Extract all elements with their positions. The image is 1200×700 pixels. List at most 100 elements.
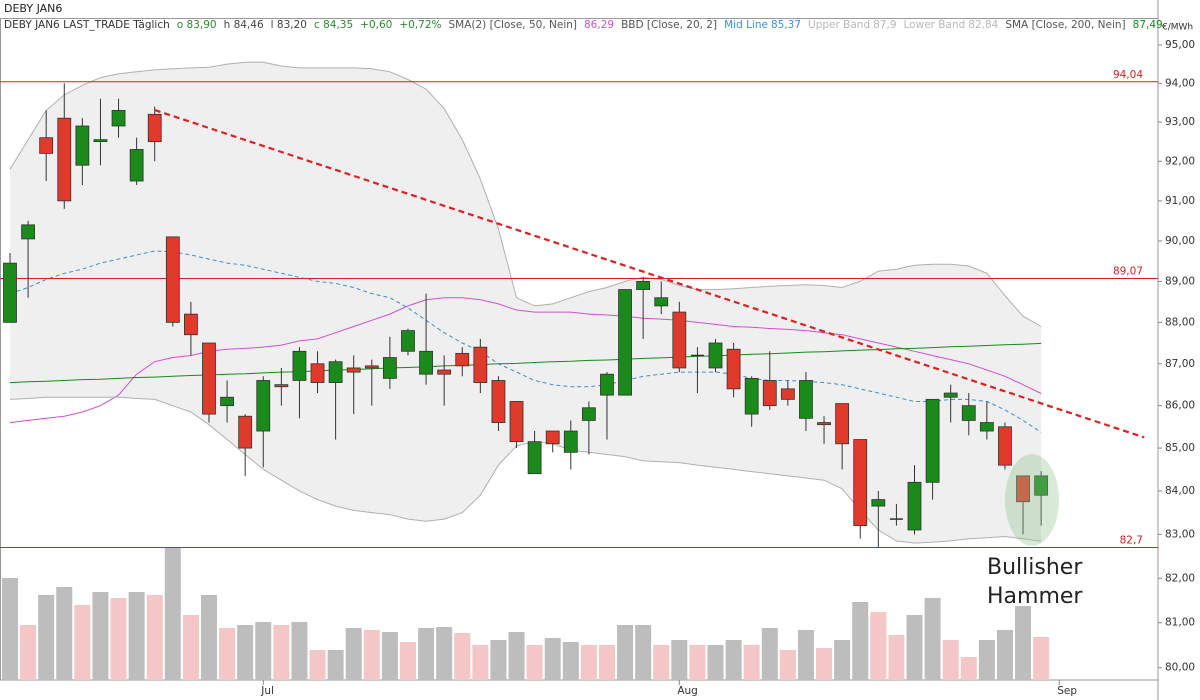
candle-body	[799, 380, 813, 419]
candle-body	[238, 415, 253, 449]
volume-bar	[146, 595, 163, 680]
legend-value: 86,29	[584, 19, 615, 31]
candle-body	[979, 422, 994, 432]
volume-bar	[92, 592, 109, 680]
x-tick-label: Jul	[260, 685, 274, 697]
candle-body	[744, 377, 759, 415]
annotation-text: Hammer	[987, 584, 1083, 609]
legend-symbol: DEBY JAN6 LAST_TRADE Täglich	[4, 19, 170, 31]
candle-body	[328, 361, 343, 383]
volume-bar	[707, 645, 724, 680]
candle-body	[907, 481, 922, 531]
candle-body	[292, 350, 307, 381]
volume-bar	[816, 648, 833, 680]
candle-body	[762, 380, 777, 407]
candle-body	[654, 297, 669, 307]
volume-bar	[689, 645, 706, 680]
level-label: 94,04	[1113, 69, 1143, 81]
candle-body	[527, 441, 542, 475]
candle-body	[382, 357, 397, 379]
y-tick-label: 95,00	[1165, 39, 1195, 51]
candle-body	[455, 352, 470, 367]
volume-bar	[870, 612, 887, 680]
legend-value: 82,84	[968, 19, 999, 31]
quote-value: l 83,20	[270, 19, 307, 31]
candle-body	[961, 405, 976, 421]
volume-bar	[924, 598, 941, 680]
volume-bar	[797, 630, 814, 680]
legend-name: SMA(2) [Close, 50, Nein]	[448, 19, 577, 31]
y-tick-label: 88,00	[1165, 316, 1195, 328]
candle-body	[998, 426, 1012, 466]
candle-body	[690, 354, 704, 357]
candle-body	[183, 313, 198, 336]
candle-body	[563, 430, 578, 453]
x-tick-label: Sep	[1057, 685, 1077, 697]
candle-body	[545, 430, 560, 445]
volume-bar	[363, 630, 380, 680]
candle-body	[600, 373, 614, 396]
volume-bar	[852, 602, 869, 680]
volume-bar	[942, 640, 959, 680]
legend-name: Mid Line	[724, 19, 768, 31]
candle-body	[256, 380, 271, 432]
y-tick-label: 94,00	[1165, 77, 1195, 89]
candle-body	[165, 236, 180, 323]
volume-bar	[309, 650, 326, 680]
legend-value: 87,49	[1132, 19, 1163, 31]
candle-body	[401, 330, 415, 352]
level-label: 89,07	[1113, 266, 1143, 278]
volume-bar	[635, 625, 652, 680]
candle-body	[943, 392, 958, 398]
volume-bar	[888, 635, 905, 680]
annotation-text: Bullisher	[987, 555, 1083, 580]
y-tick-label: 87,00	[1165, 358, 1195, 370]
candle-body	[129, 149, 144, 182]
volume-bar	[110, 598, 127, 680]
candle-body	[274, 384, 289, 388]
y-tick-label: 84,00	[1165, 485, 1195, 497]
volume-bar	[544, 638, 561, 680]
volume-bar	[617, 625, 634, 680]
volume-bar	[598, 645, 615, 680]
volume-bar	[291, 622, 308, 680]
volume-bar	[562, 642, 579, 680]
volume-bar	[237, 625, 254, 680]
candle-body	[509, 401, 524, 443]
volume-bar	[779, 650, 796, 680]
y-tick-label: 81,00	[1165, 617, 1195, 629]
candle-body	[93, 139, 108, 143]
y-tick-label: 91,00	[1165, 195, 1195, 207]
indicator-line	[9, 250, 1042, 433]
candle-body	[871, 499, 886, 507]
volume-bar	[399, 642, 416, 680]
volume-bar	[834, 640, 851, 680]
candle-body	[364, 365, 379, 369]
y-tick-label: 86,00	[1165, 400, 1195, 412]
legend-name: SMA [Close, 200, Nein]	[1005, 19, 1126, 31]
candle-body	[39, 137, 54, 154]
quote-value: o 83,90	[176, 19, 217, 31]
candle-body	[835, 403, 850, 445]
candle-body	[726, 348, 741, 390]
legend-value: 85,37	[770, 19, 802, 31]
x-tick-label: Aug	[677, 685, 698, 697]
volume-bar	[219, 628, 236, 680]
volume-bar	[996, 630, 1013, 680]
volume-bar	[74, 605, 91, 680]
candle-body	[581, 407, 596, 421]
candle-body	[853, 439, 868, 527]
volume-bar	[327, 650, 344, 680]
candle-body	[925, 398, 940, 483]
volume-bar	[255, 622, 272, 680]
y-tick-label: 82,00	[1165, 572, 1195, 584]
quote-value: c 84,35	[313, 19, 354, 31]
volume-bar	[128, 592, 145, 680]
volume-bar	[906, 615, 923, 680]
volume-bar	[381, 632, 398, 680]
chart-title: DEBY JAN6	[4, 2, 63, 15]
indicator-line	[9, 342, 1042, 384]
candle-body	[220, 396, 234, 407]
